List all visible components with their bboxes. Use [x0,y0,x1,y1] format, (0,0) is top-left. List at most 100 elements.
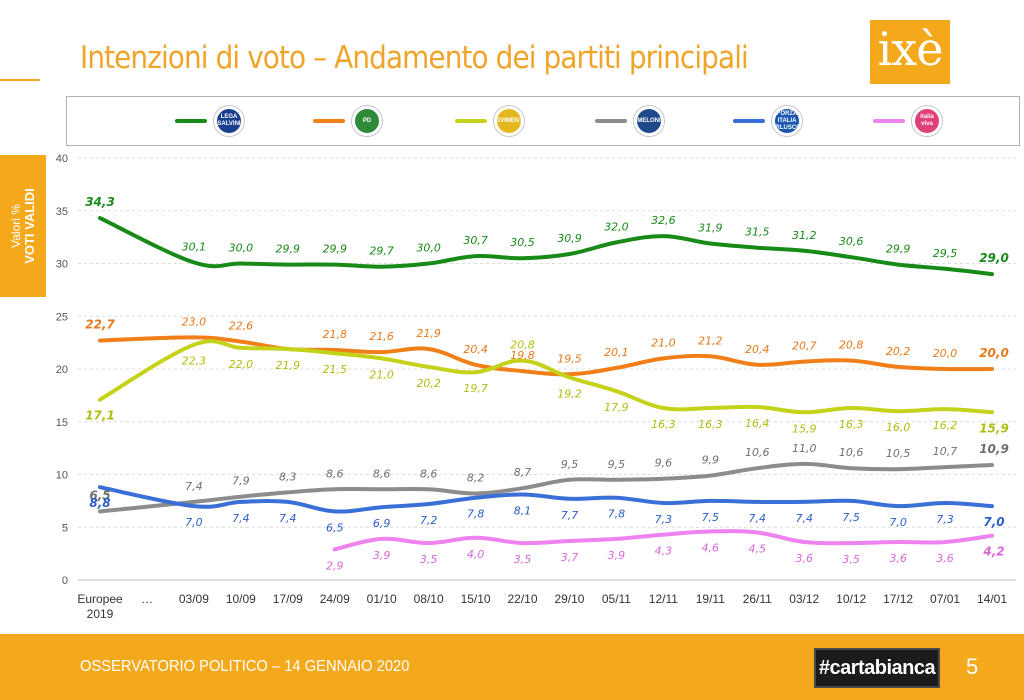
data-label-m5s: 22,3 [182,355,207,368]
data-label-lega: 31,2 [792,229,817,242]
party-logo-text-fdi: MELONI [637,109,661,133]
data-label-fdi: 10,5 [886,447,911,460]
data-label-lega: 30,5 [510,236,535,249]
data-label-lega: 32,6 [651,214,676,227]
legend-line-fi [733,119,765,123]
data-label-fdi: 7,4 [185,480,203,493]
data-label-iv: 3,5 [514,553,532,566]
x-tick-label: 22/10 [508,592,538,606]
data-label-lega: 29,0 [979,251,1009,265]
party-logo-text-iv: italia viva [915,109,939,133]
data-label-fi: 7,3 [936,513,954,526]
data-label-fi: 7,2 [420,514,438,527]
data-label-iv: 3,9 [608,549,626,562]
data-label-fi: 6,5 [326,521,344,534]
data-label-fi: 7,5 [702,511,720,524]
y-tick-label: 30 [56,259,68,271]
data-label-lega: 29,5 [933,247,958,260]
data-label-m5s: 17,9 [604,401,629,414]
data-label-lega: 29,9 [886,243,911,256]
x-tick-label: 03/09 [179,592,209,606]
data-label-fi: 7,8 [608,508,626,521]
y-tick-label: 20 [56,364,68,376]
data-label-iv: 3,9 [373,549,391,562]
data-label-pd: 20,1 [604,346,629,359]
data-label-pd: 21,2 [698,334,723,347]
party-logo-text-pd: PD [355,109,379,133]
party-logo-pd-icon: PD [351,105,383,137]
x-tick-label: 01/10 [367,592,397,606]
data-label-iv: 4,5 [749,543,767,556]
data-label-lega: 29,9 [276,243,301,256]
data-label-pd: 21,8 [322,328,347,341]
legend-line-pd [313,119,345,123]
data-label-pd: 19,5 [557,352,582,365]
data-label-m5s: 21,5 [322,363,347,376]
cartabianca-logo: #cartabianca [814,648,940,688]
series-line-lega [98,216,994,277]
data-label-pd: 21,9 [416,327,441,340]
ixe-logo-text: ixè [877,22,944,76]
data-label-m5s: 21,9 [276,359,301,372]
legend-line-lega [175,119,207,123]
title-accent-rule [0,79,40,81]
x-tick-label: 10/12 [836,592,866,606]
data-label-m5s: 20,2 [416,377,441,390]
data-label-iv: 3,5 [842,553,860,566]
x-tick-label: 15/10 [461,592,491,606]
data-label-fdi: 9,5 [608,458,626,471]
footer-bar: OSSERVATORIO POLITICO – 14 GENNAIO 2020 … [0,634,1024,700]
data-label-fdi: 8,7 [514,466,532,479]
data-label-fi: 8,1 [514,505,532,518]
data-label-fi: 8,8 [89,496,110,510]
data-label-m5s: 16,0 [886,421,911,434]
legend-line-m5s [455,119,487,123]
data-label-iv: 2,9 [326,559,344,572]
x-tick-label-line: Europee [77,592,123,606]
x-tick-label: 07/01 [930,592,960,606]
x-tick-label-line: 2019 [87,607,114,621]
x-tick-label: 17/12 [883,592,913,606]
x-tick-label: 29/10 [554,592,584,606]
x-tick-label: 26/11 [743,592,772,606]
y-tick-label: 40 [56,153,68,165]
x-tick-label: 03/12 [789,592,819,606]
data-label-lega: 32,0 [604,220,629,233]
data-label-m5s: 22,0 [229,358,254,371]
data-label-m5s: 16,3 [839,418,864,431]
data-label-fi: 7,0 [889,516,907,529]
chart-legend: LEGA SALVINI PD MOVIMENTO MELONI FORZA ITALI… [66,96,1020,146]
x-tick-label: 05/11 [602,592,631,606]
party-logo-lega-icon: LEGA SALVINI [213,105,245,137]
data-label-fi: 7,4 [795,512,813,525]
data-label-iv: 3,6 [936,552,954,565]
data-label-iv: 4,6 [702,541,720,554]
x-tick-label: 12/11 [649,592,678,606]
party-logo-text-lega: LEGA SALVINI [217,109,241,133]
data-label-fdi: 11,0 [792,442,817,455]
data-label-fdi: 9,9 [702,454,720,467]
data-label-m5s: 15,9 [792,422,817,435]
ixe-logo: ixè [870,20,950,84]
data-label-pd: 22,6 [229,320,254,333]
data-label-m5s: 16,4 [745,417,770,430]
series-line-fdi [98,461,994,514]
data-label-lega: 30,0 [416,242,441,255]
data-label-fdi: 10,9 [979,442,1009,456]
data-label-iv: 4,0 [467,548,485,561]
data-label-fdi: 10,7 [933,445,958,458]
data-label-pd: 20,4 [463,343,488,356]
series-line-fi [98,485,994,514]
data-label-fdi: 9,5 [561,458,579,471]
data-label-lega: 29,9 [322,243,347,256]
data-label-fdi: 8,6 [373,467,391,480]
data-label-pd: 21,6 [369,330,394,343]
data-label-fi: 7,0 [983,515,1004,529]
data-label-pd: 20,4 [745,343,770,356]
data-label-iv: 3,7 [561,551,579,564]
data-label-fdi: 7,9 [232,475,250,488]
data-label-m5s: 16,3 [651,418,676,431]
x-tick-label: Europee 2019 [77,592,123,621]
data-label-lega: 31,5 [745,226,770,239]
data-label-lega: 30,1 [182,240,207,253]
